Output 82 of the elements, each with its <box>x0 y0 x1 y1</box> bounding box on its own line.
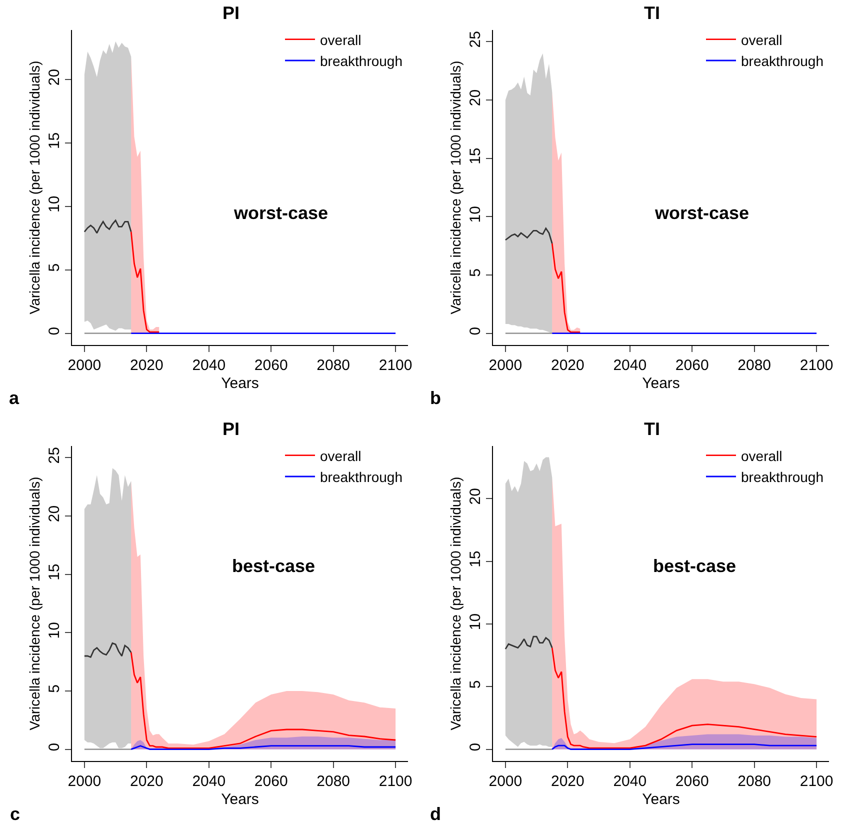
legend-label: overall <box>320 448 362 464</box>
line-series <box>551 242 581 333</box>
legend-label: breakthrough <box>320 52 403 69</box>
legend-label: overall <box>741 32 782 48</box>
y-tick-label: 15 <box>46 564 63 580</box>
y-tick-label: 25 <box>46 447 63 464</box>
x-tick-label: 2040 <box>613 773 647 790</box>
x-tick-label: 2000 <box>488 357 522 374</box>
x-tick-label: 2100 <box>800 357 834 374</box>
x-tick-label: 2100 <box>378 357 412 374</box>
x-tick-label: 2040 <box>613 357 647 374</box>
x-axis-title: Years <box>642 791 680 808</box>
x-tick-label: 2020 <box>130 357 164 374</box>
text: c <box>10 804 20 824</box>
y-tick-label: 20 <box>46 68 63 86</box>
chart-title: PI <box>222 2 240 23</box>
y-tick-label: 25 <box>467 31 484 48</box>
x-tick-label: 2020 <box>550 773 584 790</box>
x-tick-label: 2080 <box>738 773 772 790</box>
legend-label: breakthrough <box>741 468 824 485</box>
x-axis-title: Years <box>221 375 259 392</box>
y-tick-label: 0 <box>467 326 484 336</box>
y-tick-label: 10 <box>467 206 484 223</box>
chart-title: TI <box>644 2 660 23</box>
y-tick-label: 15 <box>467 550 484 568</box>
x-tick-label: 2060 <box>254 357 288 374</box>
y-tick-label: 10 <box>467 613 484 630</box>
x-tick-label: 2060 <box>254 773 288 790</box>
line-series <box>84 642 132 658</box>
text: d <box>430 804 441 824</box>
line-series <box>504 636 553 650</box>
legend-label: overall <box>320 32 362 48</box>
y-axis-title: Varicella incidence (per 1000 individuals) <box>448 60 464 314</box>
x-tick-label: 2060 <box>675 773 709 790</box>
x-tick-label: 2100 <box>378 773 412 790</box>
x-axis-title: Years <box>221 791 259 808</box>
y-tick-label: 5 <box>46 684 63 693</box>
y-tick-label: 15 <box>467 148 484 164</box>
x-tick-label: 2080 <box>738 357 772 374</box>
y-axis-title: Varicella incidence (per 1000 individuals) <box>26 60 43 314</box>
y-tick-label: 20 <box>46 505 63 522</box>
y-tick-label: 0 <box>467 742 484 752</box>
y-tick-label: 10 <box>46 196 63 213</box>
x-tick-label: 2080 <box>316 357 350 374</box>
y-tick-label: 20 <box>467 89 484 106</box>
x-tick-label: 2000 <box>68 773 102 790</box>
y-tick-label: 0 <box>46 742 63 752</box>
x-tick-label: 2000 <box>488 773 522 790</box>
y-tick-label: 10 <box>46 622 63 639</box>
y-tick-label: 15 <box>46 132 63 150</box>
annotation: best-case <box>653 556 736 576</box>
y-tick-label: 5 <box>46 263 63 272</box>
text: a <box>9 388 20 408</box>
x-tick-label: 2020 <box>130 773 164 790</box>
line-series <box>551 647 818 749</box>
legend-label: breakthrough <box>320 468 403 485</box>
x-tick-label: 2000 <box>68 357 102 374</box>
x-axis-title: Years <box>642 375 680 392</box>
y-tick-label: 5 <box>467 268 484 277</box>
chart-title: TI <box>644 418 660 439</box>
y-tick-label: 5 <box>467 680 484 689</box>
x-tick-label: 2020 <box>550 357 584 374</box>
chart-title: PI <box>222 418 240 439</box>
x-tick-label: 2040 <box>192 773 226 790</box>
legend-label: overall <box>741 448 782 464</box>
y-tick-label: 20 <box>467 488 484 505</box>
annotation: worst-case <box>654 203 750 223</box>
line-series <box>130 652 396 749</box>
x-tick-label: 2060 <box>675 357 709 374</box>
annotation: best-case <box>232 556 316 576</box>
x-tick-label: 2080 <box>316 773 350 790</box>
text: b <box>430 388 441 408</box>
x-tick-label: 2040 <box>192 357 226 374</box>
annotation: worst-case <box>233 203 328 223</box>
line-series <box>84 220 132 234</box>
line-series <box>130 231 160 333</box>
line-series <box>504 228 553 244</box>
y-axis-title: Varicella incidence (per 1000 individuals) <box>448 476 464 730</box>
legend-label: breakthrough <box>741 52 824 69</box>
x-tick-label: 2100 <box>800 773 834 790</box>
y-tick-label: 0 <box>46 326 63 336</box>
y-axis-title: Varicella incidence (per 1000 individuals) <box>26 476 43 730</box>
